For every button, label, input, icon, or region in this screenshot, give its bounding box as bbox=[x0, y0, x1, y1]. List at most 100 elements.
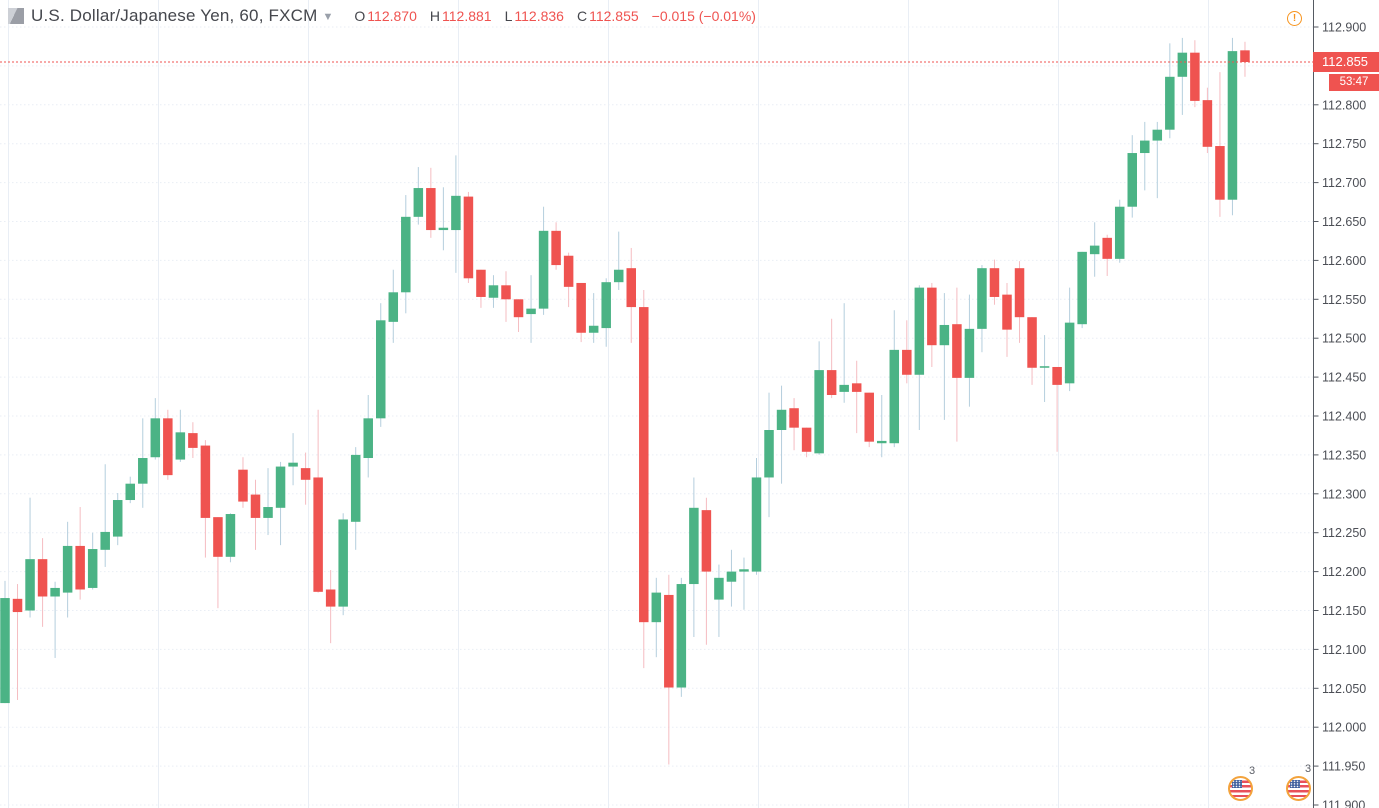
price-tick-label: 112.000 bbox=[1322, 721, 1366, 735]
price-tick-label: 112.250 bbox=[1322, 526, 1366, 540]
candle-body bbox=[613, 269, 624, 283]
candle-body bbox=[426, 188, 436, 231]
candle-body bbox=[639, 307, 649, 623]
candle-body bbox=[576, 282, 586, 333]
candle-body bbox=[801, 427, 812, 452]
candle-body bbox=[238, 469, 248, 502]
price-tick-label: 111.950 bbox=[1322, 760, 1365, 774]
candle-body bbox=[1152, 129, 1163, 141]
candle-body bbox=[877, 440, 887, 444]
candle-body bbox=[864, 392, 874, 442]
idea-count-badge: 3 bbox=[1305, 763, 1312, 775]
ohlc-open-value: 112.870 bbox=[367, 8, 417, 24]
candle-body bbox=[87, 549, 98, 588]
candle-body bbox=[1140, 140, 1150, 154]
price-tick-label: 112.400 bbox=[1322, 410, 1366, 424]
candle-body bbox=[526, 308, 536, 315]
candle-body bbox=[401, 216, 411, 293]
candle-body bbox=[1240, 50, 1250, 63]
candle-body bbox=[250, 494, 261, 518]
candle-body bbox=[50, 587, 60, 597]
candle-body bbox=[1027, 317, 1037, 368]
candle-body bbox=[601, 282, 611, 329]
ohlc-close-value: 112.855 bbox=[589, 8, 639, 24]
candle-body bbox=[488, 285, 499, 298]
candle-body bbox=[125, 483, 135, 501]
candle-body bbox=[451, 195, 461, 231]
candle-body bbox=[62, 545, 73, 593]
candle-body bbox=[701, 510, 712, 572]
symbol-logo-icon bbox=[8, 8, 24, 24]
candle-body bbox=[939, 324, 950, 346]
chart-legend: U.S. Dollar/Japanese Yen, 60, FXCM ▼ O 1… bbox=[8, 6, 756, 26]
candle-body bbox=[288, 462, 298, 467]
candle-body bbox=[225, 514, 236, 557]
price-tick-label: 111.900 bbox=[1322, 799, 1365, 808]
candle-body bbox=[751, 477, 762, 572]
price-tick-label: 112.700 bbox=[1322, 176, 1366, 190]
candle-body bbox=[1215, 146, 1225, 200]
usa-flag-idea-icon[interactable] bbox=[1286, 776, 1311, 801]
candle-body bbox=[350, 454, 361, 522]
price-tick-label: 112.050 bbox=[1322, 682, 1366, 696]
candle-body bbox=[563, 255, 574, 287]
candle-body bbox=[814, 370, 824, 454]
price-tick-label: 112.600 bbox=[1322, 254, 1366, 268]
ohlc-high-label: H bbox=[429, 8, 440, 24]
candle-body bbox=[388, 292, 399, 322]
candle-body bbox=[476, 269, 486, 297]
candle-body bbox=[977, 268, 987, 329]
candle-body bbox=[1202, 100, 1213, 147]
candle-body bbox=[363, 418, 373, 459]
candle-body bbox=[551, 230, 561, 266]
candle-body bbox=[163, 418, 173, 476]
candle-body bbox=[789, 408, 799, 428]
candle-body bbox=[338, 519, 348, 607]
price-tick-label: 112.550 bbox=[1322, 293, 1366, 307]
candle-body bbox=[989, 268, 1000, 297]
candle-body bbox=[75, 545, 85, 590]
candle-body bbox=[300, 468, 311, 480]
candle-body bbox=[726, 571, 737, 582]
alert-icon[interactable]: ! bbox=[1287, 11, 1302, 26]
ohlc-high-value: 112.881 bbox=[442, 8, 492, 24]
candle-body bbox=[739, 569, 749, 572]
ohlc-close: C 112.855 bbox=[577, 8, 639, 24]
candle-body bbox=[538, 230, 549, 309]
candle-body bbox=[0, 598, 10, 704]
usa-flag-idea-icon[interactable] bbox=[1228, 776, 1253, 801]
candle-body bbox=[175, 432, 186, 460]
price-tick-label: 112.300 bbox=[1322, 487, 1366, 501]
ohlc-open-label: O bbox=[354, 8, 366, 24]
candle-body bbox=[776, 409, 787, 431]
candle-body bbox=[325, 589, 336, 607]
candle-body bbox=[1089, 245, 1100, 255]
ohlc-open: O 112.870 bbox=[354, 8, 416, 24]
idea-count-badge: 3 bbox=[1249, 765, 1256, 777]
candle-body bbox=[889, 349, 900, 444]
chevron-down-icon[interactable]: ▼ bbox=[322, 11, 334, 23]
price-tick-label: 112.200 bbox=[1322, 565, 1366, 579]
symbol-title[interactable]: U.S. Dollar/Japanese Yen, 60, FXCM bbox=[31, 6, 318, 25]
candle-body bbox=[914, 287, 925, 375]
ohlc-low-value: 112.836 bbox=[514, 8, 564, 24]
candle-body bbox=[651, 592, 662, 623]
candle-body bbox=[1190, 52, 1200, 101]
candle-body bbox=[664, 594, 674, 688]
candle-body bbox=[851, 383, 862, 392]
ohlc-high: H 112.881 bbox=[430, 8, 492, 24]
price-tick-label: 112.800 bbox=[1322, 98, 1366, 112]
candle-body bbox=[1114, 206, 1125, 259]
candle-body bbox=[313, 477, 323, 592]
candle-body bbox=[927, 287, 937, 346]
candle-body bbox=[213, 517, 223, 557]
candle-body bbox=[952, 324, 962, 378]
ohlc-close-label: C bbox=[576, 8, 588, 24]
candle-body bbox=[676, 584, 687, 688]
bar-countdown: 53:47 bbox=[1329, 73, 1379, 91]
candle-body bbox=[200, 445, 211, 518]
candle-body bbox=[1002, 294, 1012, 330]
candle-body bbox=[839, 384, 849, 392]
